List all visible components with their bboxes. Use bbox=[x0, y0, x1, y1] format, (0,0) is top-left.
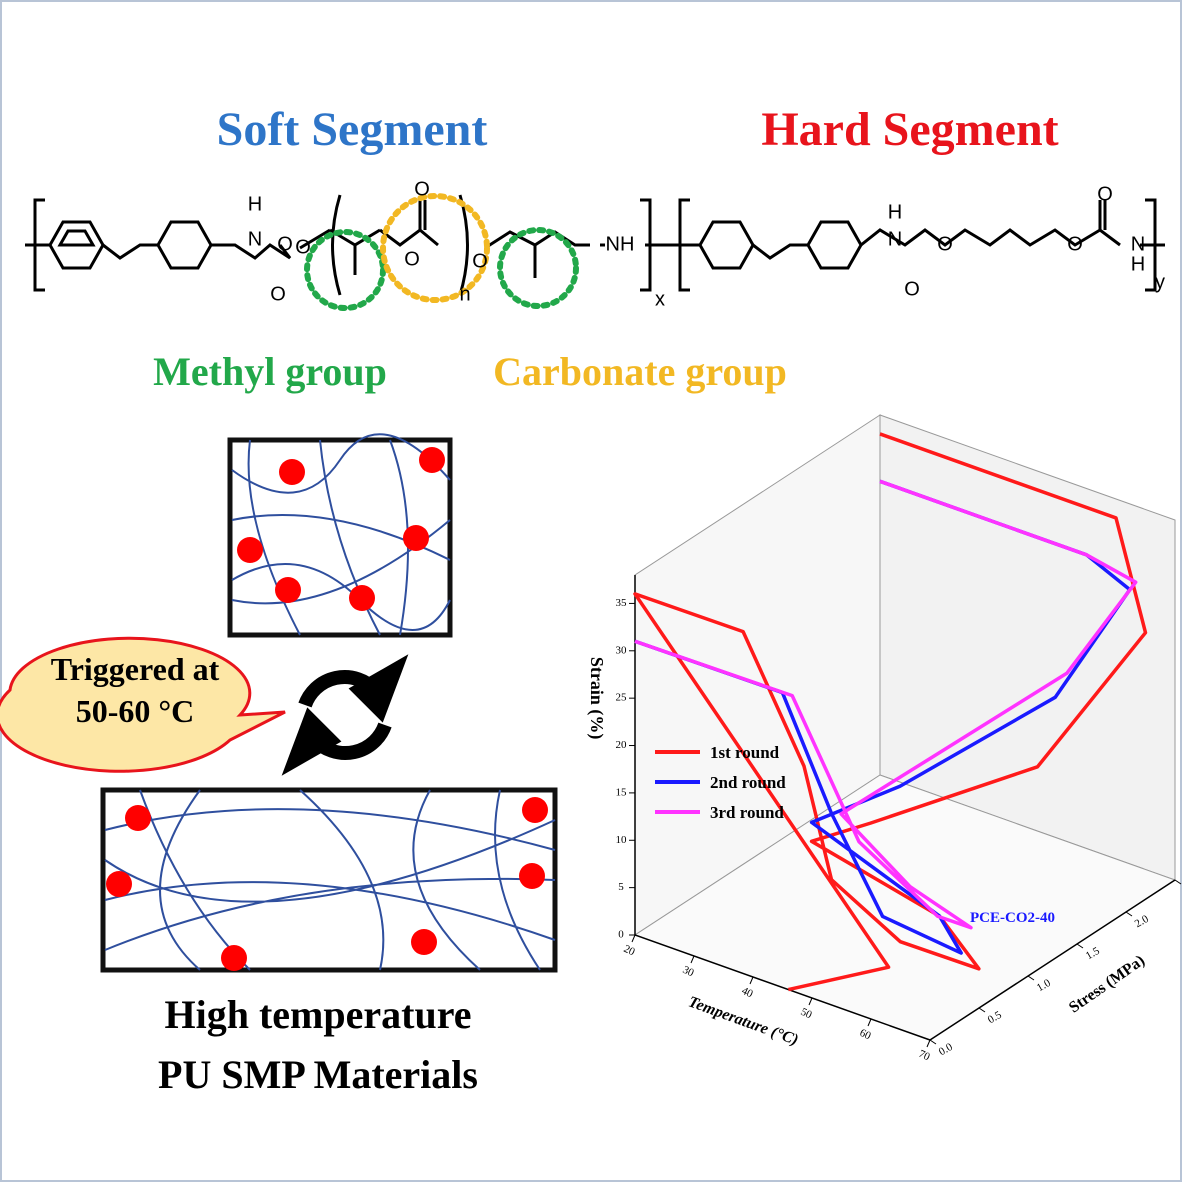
x-tick-label: 50 bbox=[799, 1006, 814, 1022]
x-tick-label: 20 bbox=[622, 943, 637, 959]
caption-line: High temperature bbox=[165, 992, 472, 1037]
axis-line bbox=[929, 879, 1176, 1041]
atom-label: H bbox=[1131, 253, 1145, 275]
atom-label: O bbox=[404, 248, 420, 270]
methyl-label: Methyl group bbox=[153, 349, 387, 394]
axis-line bbox=[634, 934, 931, 1041]
annotation: PCE-CO2-40 bbox=[970, 910, 1055, 926]
x-tick bbox=[926, 1039, 931, 1048]
legend-label: 1st round bbox=[710, 743, 780, 762]
highlights bbox=[304, 193, 579, 311]
z-tick-label: 10 bbox=[616, 834, 628, 846]
x-tick bbox=[867, 1018, 872, 1027]
y-tick bbox=[1027, 975, 1035, 981]
atom-label: NH bbox=[606, 233, 635, 255]
series-line bbox=[634, 479, 1132, 955]
legend-label: 3rd round bbox=[710, 803, 784, 822]
x-tick-label: 60 bbox=[858, 1027, 873, 1043]
y-tick bbox=[1174, 879, 1182, 885]
atom-label: O bbox=[277, 233, 293, 255]
carbonate-label: Carbonate group bbox=[493, 349, 787, 394]
callout: Triggered at 50-60 °C bbox=[0, 636, 286, 773]
cycle-icon bbox=[281, 654, 409, 776]
atom-label: O bbox=[472, 250, 488, 272]
hard-label: Hard Segment bbox=[761, 103, 1058, 156]
atom-label: O bbox=[270, 283, 286, 305]
y-tick bbox=[929, 1039, 937, 1045]
atom-label: y bbox=[1155, 271, 1165, 293]
soft-label: Soft Segment bbox=[217, 103, 488, 156]
network-top bbox=[227, 433, 453, 638]
legend-label: 2nd round bbox=[710, 773, 786, 792]
atom-label: n bbox=[459, 283, 470, 305]
z-tick-label: 20 bbox=[616, 739, 628, 751]
callout-line: 50-60 °C bbox=[76, 693, 195, 729]
y-tick bbox=[1125, 911, 1133, 917]
atom-label: N bbox=[248, 228, 262, 250]
x-tick-label: 70 bbox=[917, 1048, 932, 1064]
z-tick-label: 30 bbox=[616, 644, 628, 656]
atom-label: O bbox=[1067, 233, 1083, 255]
series-line bbox=[633, 432, 1148, 992]
atom-label: x bbox=[655, 288, 665, 310]
atom-label: N bbox=[888, 228, 902, 250]
z-tick-label: 15 bbox=[616, 786, 628, 798]
z-tick-label: 5 bbox=[618, 881, 624, 893]
network-bottom bbox=[100, 787, 558, 973]
x-tick bbox=[749, 976, 754, 985]
series-line bbox=[634, 479, 1138, 930]
atom-label: O bbox=[295, 236, 311, 258]
caption-line: PU SMP Materials bbox=[158, 1052, 478, 1097]
z-tick-label: 0 bbox=[618, 929, 624, 941]
x-tick bbox=[808, 997, 813, 1006]
atom-label: O bbox=[904, 278, 920, 300]
z-axis-label: Strain (%) bbox=[586, 657, 607, 740]
atom-label: N bbox=[1131, 233, 1145, 255]
x-tick-label: 40 bbox=[740, 985, 755, 1001]
x-tick-label: 30 bbox=[681, 964, 696, 980]
atom-label: O bbox=[1097, 183, 1113, 205]
x-tick bbox=[690, 955, 695, 964]
z-tick-label: 35 bbox=[616, 597, 628, 609]
callout-line: Triggered at bbox=[51, 651, 220, 687]
atom-label: O bbox=[937, 233, 953, 255]
atom-label: O bbox=[414, 178, 430, 200]
x-tick bbox=[631, 934, 636, 943]
atom-label: H bbox=[888, 201, 902, 223]
y-tick bbox=[1076, 943, 1084, 949]
z-tick-label: 25 bbox=[616, 692, 628, 704]
y-tick bbox=[978, 1007, 986, 1013]
atom-label: H bbox=[248, 193, 262, 215]
